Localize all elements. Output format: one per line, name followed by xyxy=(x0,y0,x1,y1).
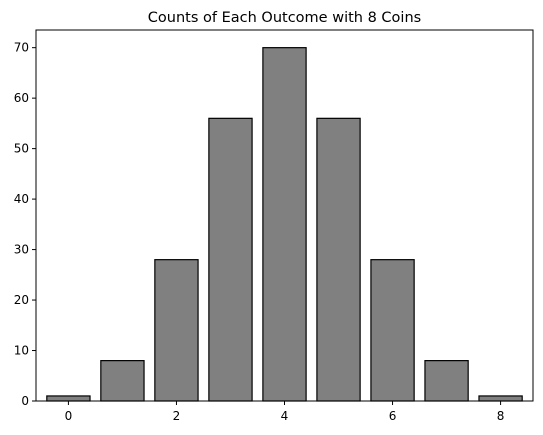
y-tick-label-30: 30 xyxy=(14,243,29,257)
y-tick-label-50: 50 xyxy=(14,142,29,156)
y-tick-label-0: 0 xyxy=(21,394,29,408)
x-axis: 0 2 4 6 8 xyxy=(65,401,505,423)
bar-8 xyxy=(478,395,523,402)
bar-1 xyxy=(100,360,145,402)
bar-3 xyxy=(208,117,253,402)
x-tick-label-6: 6 xyxy=(389,409,397,423)
y-tick-label-10: 10 xyxy=(14,344,29,358)
y-tick-label-70: 70 xyxy=(14,41,29,55)
chart-title: Counts of Each Outcome with 8 Coins xyxy=(148,10,421,26)
bar-2 xyxy=(154,259,199,402)
y-tick-label-20: 20 xyxy=(14,293,29,307)
x-tick-label-0: 0 xyxy=(65,409,73,423)
y-tick-label-60: 60 xyxy=(14,91,29,105)
x-tick-label-2: 2 xyxy=(173,409,181,423)
bars-group xyxy=(46,47,523,402)
bar-6 xyxy=(370,259,415,402)
y-axis: 0 10 20 30 40 50 60 70 xyxy=(14,41,36,408)
bar-4 xyxy=(262,47,307,402)
bar-7 xyxy=(424,360,469,402)
x-tick-label-4: 4 xyxy=(281,409,289,423)
bar-0 xyxy=(46,395,91,402)
y-tick-label-40: 40 xyxy=(14,192,29,206)
bar-5 xyxy=(316,117,361,402)
x-tick-label-8: 8 xyxy=(497,409,505,423)
